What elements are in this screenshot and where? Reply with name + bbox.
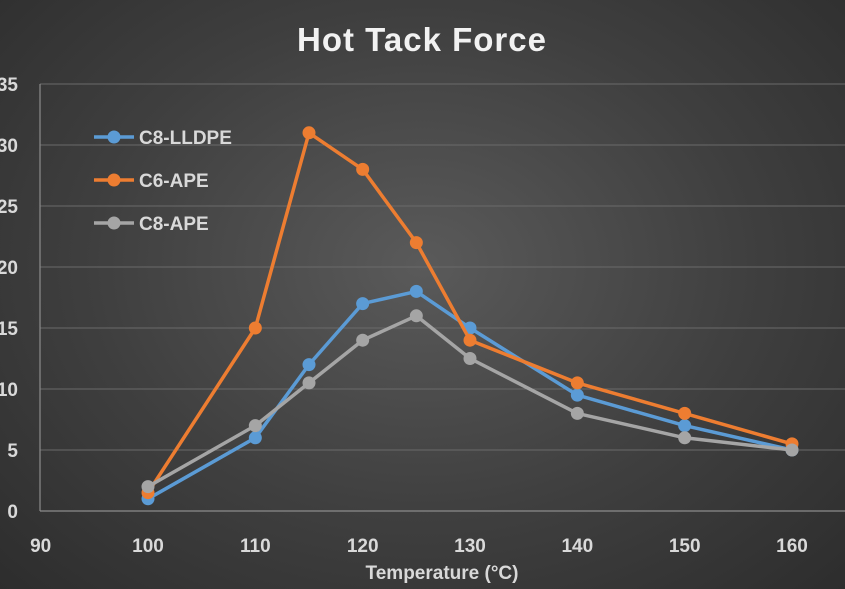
legend-label: C6-APE xyxy=(139,171,209,192)
data-point xyxy=(356,162,370,176)
y-tick-label: 35 xyxy=(0,75,18,96)
data-point xyxy=(678,431,692,445)
data-point xyxy=(248,431,262,445)
data-point xyxy=(678,406,692,420)
legend-item: C8-LLDPE xyxy=(94,128,232,149)
data-point xyxy=(409,309,423,323)
legend-marker xyxy=(107,216,121,230)
x-tick-label: 110 xyxy=(240,536,271,557)
legend-marker xyxy=(107,130,121,144)
x-tick-label: 120 xyxy=(347,536,379,557)
data-point xyxy=(678,419,692,433)
legend-item: C8-APE xyxy=(94,214,209,235)
data-point xyxy=(248,321,262,335)
data-point xyxy=(141,480,155,494)
y-tick-label: 0 xyxy=(7,502,18,523)
y-tick-label: 20 xyxy=(0,258,18,279)
y-tick-label: 30 xyxy=(0,136,18,157)
x-tick-label: 140 xyxy=(561,536,593,557)
legend-marker xyxy=(107,173,121,187)
series-lines xyxy=(141,126,799,506)
x-tick-label: 100 xyxy=(132,536,164,557)
data-point xyxy=(463,333,477,347)
axes: 0 5 10 15 20 25 30 35 90 100 110 120 130 140 150 160 xyxy=(0,75,845,557)
legend-item: C6-APE xyxy=(94,171,209,192)
y-tick-label: 10 xyxy=(0,380,18,401)
data-point xyxy=(248,419,262,433)
data-point xyxy=(570,388,584,402)
data-point xyxy=(409,284,423,298)
x-tick-label: 160 xyxy=(776,536,808,557)
x-tick-label: 90 xyxy=(30,536,51,557)
y-tick-label: 25 xyxy=(0,197,18,218)
legend-label: C8-APE xyxy=(139,214,209,235)
data-point xyxy=(356,297,370,311)
series-c8-ape xyxy=(141,309,799,494)
series-c8-lldpe xyxy=(141,284,799,506)
x-tick-label: 130 xyxy=(454,536,486,557)
series-c6-ape xyxy=(141,126,799,500)
data-point xyxy=(302,376,316,390)
data-point xyxy=(785,443,799,457)
y-tick-label: 15 xyxy=(0,319,18,340)
x-tick-label: 150 xyxy=(669,536,701,557)
legend: C8-LLDPE C6-APE C8-APE xyxy=(94,128,232,235)
data-point xyxy=(302,126,316,140)
data-point xyxy=(570,406,584,420)
data-point xyxy=(356,333,370,347)
x-axis-label: Temperature (°C) xyxy=(366,563,519,584)
data-point xyxy=(570,376,584,390)
y-tick-label: 5 xyxy=(7,441,18,462)
data-point xyxy=(463,352,477,365)
data-point xyxy=(302,358,316,372)
legend-label: C8-LLDPE xyxy=(139,128,232,149)
chart-title: Hot Tack Force xyxy=(297,21,547,58)
gridlines xyxy=(40,83,845,451)
data-point xyxy=(409,236,423,250)
